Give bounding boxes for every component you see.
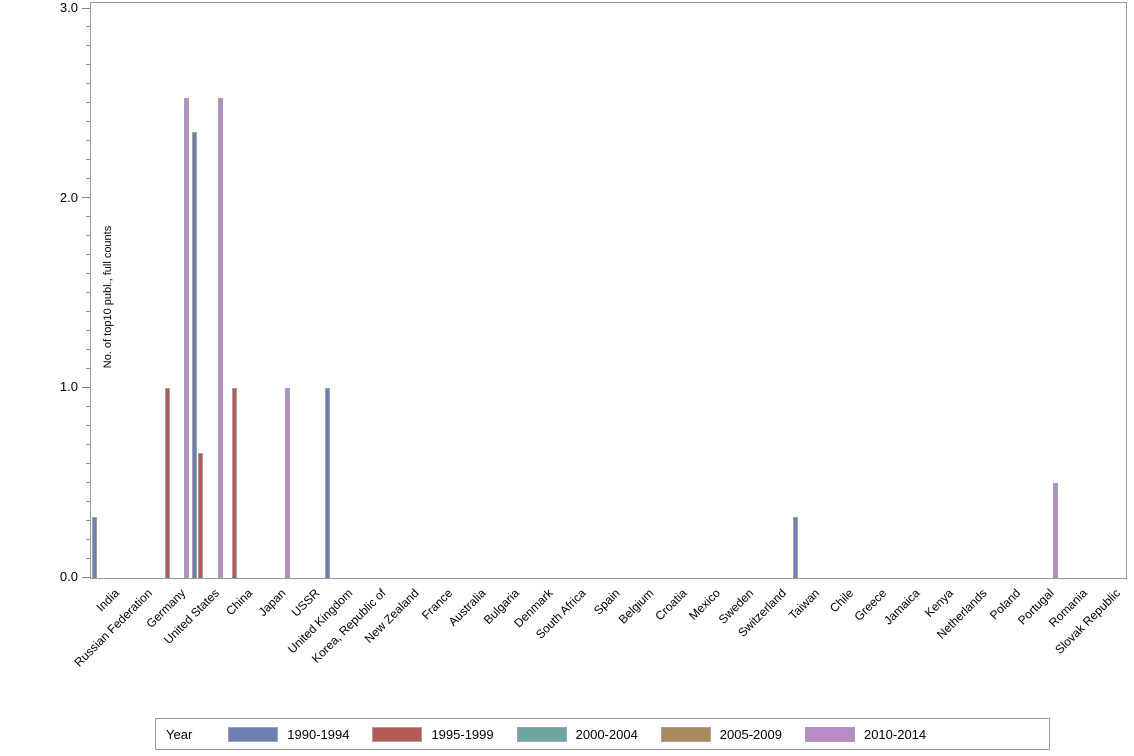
bar-1990-1994-United Kingdom	[325, 388, 331, 578]
bar-2010-2014-Germany	[184, 98, 190, 578]
x-tick-label: Japan	[255, 586, 289, 620]
bar-2010-2014-Japan	[284, 388, 290, 578]
legend-entry: 1995-1999	[372, 726, 494, 742]
y-minor-tick	[86, 45, 90, 47]
y-major-tick	[82, 576, 90, 578]
legend: Year 1990-1994 1995-1999 2000-2004 2005-200…	[155, 718, 1050, 750]
x-tick-label: Taiwan	[786, 586, 823, 623]
x-tick-label: Chile	[826, 586, 857, 616]
y-minor-tick	[86, 443, 90, 445]
legend-entry: 2005-2009	[660, 726, 782, 742]
legend-entry: 1990-1994	[228, 726, 350, 742]
y-minor-tick	[86, 216, 90, 218]
bar-1990-1994-United States	[191, 132, 197, 578]
y-minor-tick	[86, 538, 90, 540]
legend-swatch-2005-2009	[660, 726, 711, 742]
y-tick-label: 0.0	[59, 569, 78, 584]
y-minor-tick	[86, 159, 90, 161]
y-minor-tick	[86, 235, 90, 237]
bar-1990-1994-India	[91, 517, 97, 578]
y-major-tick	[82, 7, 90, 9]
x-tick-label: Croatia	[651, 586, 690, 624]
legend-swatch-1995-1999	[372, 726, 423, 742]
y-major-tick	[82, 197, 90, 199]
y-tick-label: 1.0	[59, 379, 78, 395]
y-minor-tick	[86, 254, 90, 256]
y-axis-title: No. of top10 publ., full counts	[102, 225, 114, 369]
y-minor-tick	[86, 102, 90, 104]
y-minor-tick	[86, 273, 90, 275]
y-minor-tick	[86, 310, 90, 312]
bar-1995-1999-Germany	[164, 388, 170, 578]
x-tick-label: India	[93, 586, 122, 615]
bar-1990-1994-Taiwan	[792, 517, 798, 578]
x-tick-label: Belgium	[615, 586, 656, 627]
y-minor-tick	[86, 481, 90, 483]
y-minor-tick	[86, 178, 90, 180]
y-minor-tick	[86, 329, 90, 331]
legend-entry: 2000-2004	[516, 726, 638, 742]
y-minor-tick	[86, 519, 90, 521]
legend-swatch-1990-1994	[228, 726, 279, 742]
legend-entry: 2010-2014	[804, 726, 927, 742]
y-minor-tick	[86, 26, 90, 28]
y-minor-tick	[86, 121, 90, 123]
x-tick-label: Jamaica	[881, 586, 923, 628]
bar-2010-2014-United States	[217, 98, 223, 578]
bar-2010-2014-Portugal	[1052, 483, 1058, 578]
legend-label: 2005-2009	[719, 726, 782, 742]
bar-1995-1999-United States	[198, 452, 204, 578]
y-major-tick	[82, 386, 90, 388]
y-minor-tick	[86, 292, 90, 293]
y-minor-tick	[86, 83, 90, 85]
y-minor-tick	[86, 64, 90, 66]
x-tick-label: China	[223, 586, 256, 619]
legend-label: 2000-2004	[575, 726, 638, 742]
y-minor-tick	[86, 557, 90, 559]
legend-label: 1995-1999	[431, 726, 494, 742]
legend-swatch-2010-2014	[804, 726, 855, 742]
legend-title: Year	[166, 726, 193, 742]
y-minor-tick	[86, 462, 90, 464]
y-tick-label: 2.0	[59, 189, 78, 205]
y-minor-tick	[86, 424, 90, 426]
plot-area: No. of top10 publ., full counts	[90, 2, 1127, 579]
y-minor-tick	[86, 348, 90, 350]
y-tick-label: 3.0	[59, 0, 78, 15]
y-minor-tick	[86, 140, 90, 142]
y-minor-tick	[86, 405, 90, 407]
bar-1995-1999-China	[231, 388, 237, 578]
y-minor-tick	[86, 367, 90, 369]
legend-label: 2010-2014	[863, 726, 927, 742]
y-minor-tick	[86, 500, 90, 502]
legend-swatch-2000-2004	[516, 726, 567, 742]
legend-label: 1990-1994	[287, 726, 350, 742]
